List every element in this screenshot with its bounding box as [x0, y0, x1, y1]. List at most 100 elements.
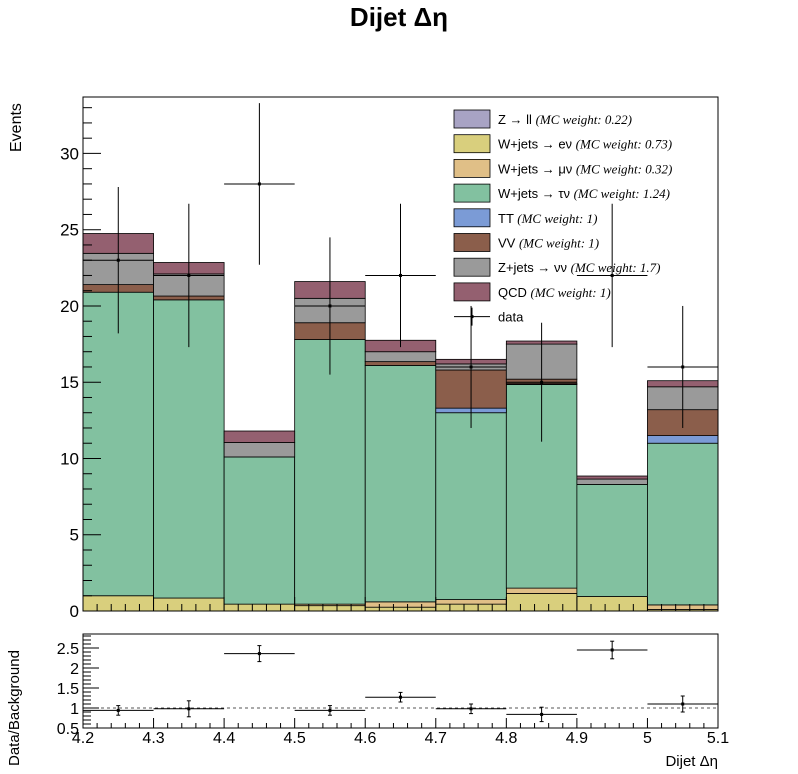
legend-weight-1: (MC weight: 0.73) — [576, 137, 672, 152]
legend-entry-4: TT (MC weight: 1) — [498, 211, 597, 226]
data-point-6 — [540, 380, 544, 384]
legend-weight-5: (MC weight: 1) — [519, 236, 599, 251]
bar-3-0 — [82, 291, 154, 597]
ratio-point-7 — [610, 648, 614, 652]
ratio-y-tick-label-4: 2.5 — [57, 641, 79, 658]
legend-entry-6: Z+jets → νν (MC weight: 1.7) — [498, 260, 661, 275]
legend-data-marker — [470, 315, 474, 319]
ratio-y-tick-label-0: 0.5 — [57, 721, 79, 738]
bar-3-5 — [435, 412, 507, 600]
x-tick-label-9: 5.1 — [707, 730, 729, 747]
legend-swatch-3 — [453, 183, 491, 203]
y-tick-label-5: 25 — [60, 221, 79, 240]
bar-3-1 — [153, 299, 225, 599]
ratio-point-5 — [469, 707, 473, 711]
ratio-y-tick-label-2: 1.5 — [57, 681, 79, 698]
legend-label-6: Z+jets → νν — [498, 260, 571, 275]
x-tick-label-7: 4.9 — [566, 730, 588, 747]
bar-1-3 — [294, 605, 366, 612]
data-point-0 — [116, 258, 120, 262]
legend-weight-3: (MC weight: 1.24) — [574, 186, 670, 201]
legend-entry-5: VV (MC weight: 1) — [498, 236, 599, 251]
ratio-point-1 — [187, 707, 191, 711]
bar-1-4 — [364, 606, 437, 612]
legend-entry-7: QCD (MC weight: 1) — [498, 285, 611, 300]
bar-3-7 — [576, 484, 648, 597]
bar-1-5 — [435, 603, 507, 612]
legend-swatch-5 — [453, 233, 491, 252]
y-tick-label-4: 20 — [60, 297, 79, 316]
bar-7-2 — [223, 430, 296, 443]
bar-2-5 — [435, 599, 507, 605]
x-tick-label-6: 4.8 — [495, 730, 517, 747]
bar-1-7 — [576, 596, 648, 612]
bar-2-8 — [647, 604, 719, 610]
x-tick-label-0: 4.2 — [72, 730, 94, 747]
legend-weight-0: (MC weight: 0.22) — [536, 112, 632, 127]
legend-weight-2: (MC weight: 0.32) — [576, 161, 672, 176]
bar-6-2 — [223, 442, 296, 458]
bar-1-0 — [82, 595, 154, 612]
y-axis-label: Events — [8, 103, 25, 152]
legend-label-2: W+jets → μν — [498, 161, 576, 176]
ratio-point-6 — [540, 712, 544, 716]
bar-2-4 — [364, 601, 437, 608]
x-tick-label-1: 4.3 — [142, 730, 164, 747]
y-tick-label-0: 0 — [70, 602, 79, 621]
data-point-1 — [187, 273, 191, 277]
legend-label-0: Z → ll — [498, 112, 536, 127]
legend-weight-4: (MC weight: 1) — [517, 211, 597, 226]
bar-5-4 — [364, 361, 437, 366]
ratio-point-3 — [328, 708, 332, 712]
data-point-3 — [328, 304, 332, 308]
data-points — [83, 103, 718, 442]
ratio-y-axis-label: Data/Background — [6, 650, 23, 766]
legend-swatch-2 — [453, 158, 491, 178]
legend-label-3: W+jets → τν — [498, 186, 574, 201]
bar-6-4 — [364, 351, 437, 363]
bar-1-2 — [223, 603, 296, 612]
legend-swatch-6 — [453, 257, 491, 277]
legend-label-7: QCD — [498, 285, 531, 300]
y-tick-label-1: 5 — [70, 526, 79, 545]
y-tick-label-2: 10 — [60, 449, 79, 468]
legend-entry-1: W+jets → eν (MC weight: 0.73) — [498, 137, 672, 152]
legend-label-4: TT — [498, 211, 517, 226]
y-tick-label-6: 30 — [60, 144, 79, 163]
legend: Z → ll (MC weight: 0.22) W+jets → eν (MC … — [453, 109, 672, 326]
legend-entry-3: W+jets → τν (MC weight: 1.24) — [498, 186, 670, 201]
legend-entry-2: W+jets → μν (MC weight: 0.32) — [498, 161, 672, 176]
ratio-point-0 — [116, 708, 120, 712]
data-point-2 — [257, 182, 261, 186]
legend-weight-6: (MC weight: 1.7) — [571, 260, 661, 275]
bar-3-3 — [294, 339, 366, 605]
page-title: Dijet Δη — [349, 2, 449, 32]
ratio-y-tick-label-3: 2 — [70, 661, 79, 678]
legend-swatch-1 — [453, 134, 491, 154]
x-tick-label-4: 4.6 — [354, 730, 376, 747]
legend-label-1: W+jets → eν — [498, 137, 576, 152]
bar-6-7 — [576, 478, 648, 485]
x-tick-label-8: 5 — [643, 730, 652, 747]
x-tick-label-5: 4.7 — [425, 730, 447, 747]
bar-2-6 — [505, 587, 578, 594]
bar-4-8 — [647, 435, 719, 444]
legend-swatch-7 — [453, 282, 491, 302]
x-tick-label-3: 4.5 — [284, 730, 306, 747]
legend-entry-0: Z → ll (MC weight: 0.22) — [498, 112, 632, 127]
ratio-points — [83, 640, 718, 723]
ratio-y-tick-label-1: 1 — [70, 701, 79, 718]
ratio-plot-frame — [82, 633, 719, 729]
data-point-7 — [610, 273, 614, 277]
ratio-x-axis: 4.2 4.3 4.4 4.5 4.6 4.7 4.8 4.9 5 5.1 — [72, 597, 729, 747]
data-point-5 — [469, 365, 473, 369]
bar-3-2 — [223, 456, 296, 605]
legend-swatch-4 — [453, 208, 491, 228]
bar-3-8 — [647, 442, 719, 606]
legend-data-label: data — [498, 310, 524, 325]
y-tick-label-3: 15 — [60, 373, 79, 392]
ratio-y-axis: 0.5 1 1.5 2 2.5 — [57, 635, 99, 738]
bar-1-6 — [505, 593, 578, 612]
bar-1-1 — [153, 597, 225, 612]
data-point-4 — [399, 273, 402, 277]
